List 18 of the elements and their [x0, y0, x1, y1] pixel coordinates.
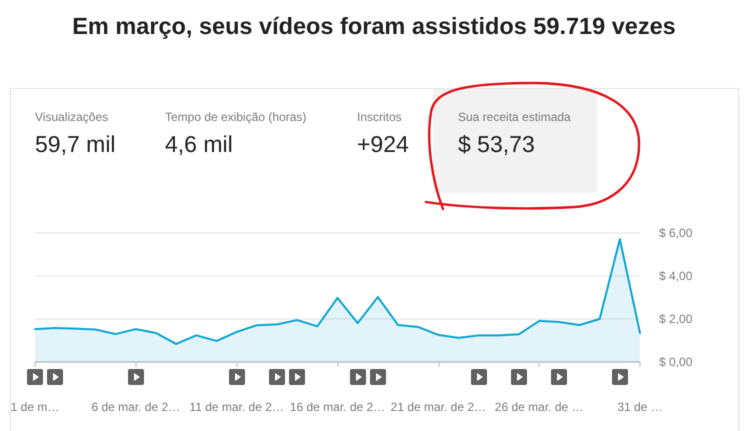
x-tick-label: 21 de mar. de 2…: [390, 400, 486, 414]
text: +924: [357, 131, 409, 158]
x-tick-label: 16 de mar. de 2…: [290, 400, 386, 414]
x-tick-label: 11 de mar. de 2…: [189, 400, 284, 414]
text: Em março, seus vídeos foram assistidos 59.719 vezes: [71, 13, 677, 40]
text: Tempo de exibição (horas): [165, 110, 306, 124]
text: Visualizações: [35, 110, 108, 124]
x-tick-label: 26 de mar. de …: [494, 400, 584, 414]
text: 4,6 mil: [165, 131, 233, 158]
text: Inscritos: [357, 110, 402, 124]
y-tick-label: $ 4,00: [659, 269, 693, 283]
y-tick-label: $ 0,00: [659, 355, 693, 369]
y-tick-label: $ 6,00: [659, 226, 693, 240]
x-tick-label: 31 de …: [617, 400, 663, 414]
y-tick-label: $ 2,00: [659, 312, 693, 326]
x-tick-label: 1 de m…: [10, 400, 60, 414]
text: 59,7 mil: [35, 131, 116, 158]
x-tick-label: 6 de mar. de 2…: [91, 400, 180, 414]
